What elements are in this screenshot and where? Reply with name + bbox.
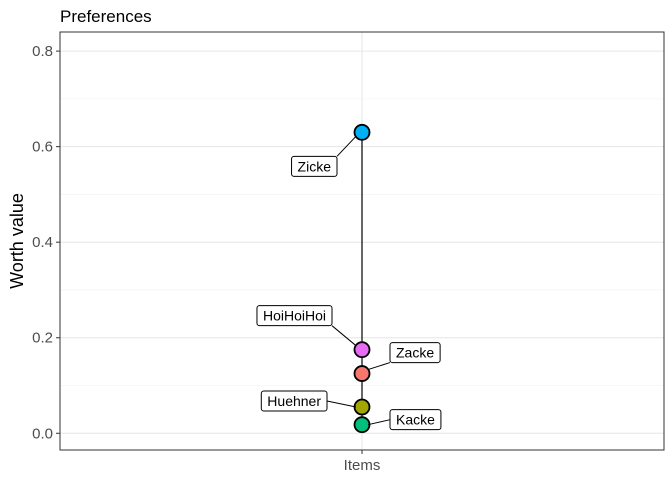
y-axis-title: Worth value — [7, 193, 27, 289]
point-label-box — [389, 409, 442, 431]
data-point-hoihoihoi — [353, 341, 371, 359]
label-leader-line — [367, 362, 391, 371]
y-tick-label: 0.0 — [32, 425, 53, 442]
label-leader-line — [367, 419, 391, 426]
label-leader-line — [326, 400, 357, 408]
chart-title: Preferences — [60, 7, 152, 26]
point-label-zacke: Zacke — [396, 345, 434, 361]
point-label-kacke: Kacke — [396, 412, 435, 428]
y-tick-label: 0.8 — [32, 43, 53, 60]
x-axis: Items — [344, 450, 381, 474]
y-axis: 0.0 0.2 0.4 0.6 0.8 — [32, 43, 60, 442]
y-tick-label: 0.2 — [32, 330, 53, 347]
point-label-box — [256, 305, 333, 327]
point-labels: Zicke HoiHoiHoi Zacke Huehner Kacke — [256, 135, 442, 431]
y-tick-label: 0.4 — [32, 234, 53, 251]
point-label-box — [389, 342, 441, 364]
point-label-box — [291, 155, 338, 177]
y-tick-label: 0.6 — [32, 139, 53, 156]
point-label-zicke: Zicke — [298, 158, 332, 174]
label-leader-line — [336, 135, 357, 157]
data-points — [353, 123, 371, 434]
data-point-zacke — [353, 365, 371, 382]
data-point-zicke — [353, 123, 371, 141]
point-label-hoihoihoi: HoiHoiHoi — [263, 308, 326, 324]
point-label-huehner: Huehner — [267, 393, 321, 409]
point-label-box — [260, 390, 328, 412]
label-leader-line — [331, 325, 357, 347]
x-tick-label: Items — [344, 457, 381, 474]
data-point-huehner — [353, 398, 371, 416]
data-point-kacke — [353, 416, 371, 434]
